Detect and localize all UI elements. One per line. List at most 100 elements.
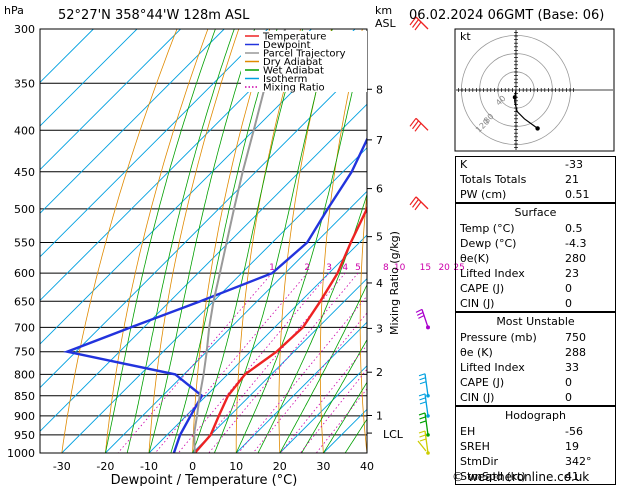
mixing-ratio-line — [238, 295, 367, 453]
row-value: 0.51 — [565, 188, 590, 201]
isotherm-line — [40, 103, 367, 432]
row-label: Lifted Index — [460, 361, 525, 374]
isotherm-line — [279, 365, 367, 453]
dry-adiabat-line — [148, 29, 240, 453]
series-parcel-trajectory — [193, 29, 287, 453]
row-value: 0 — [565, 282, 572, 295]
table-row: Lifted Index 33 — [456, 360, 615, 375]
wind-barb — [418, 393, 430, 418]
pressure-tick-label: 750 — [14, 346, 35, 359]
wind-barb — [409, 196, 429, 211]
row-value: 288 — [565, 346, 586, 359]
row-label: SREH — [460, 440, 490, 453]
pressure-tick-label: 700 — [14, 321, 35, 334]
table-row: CAPE (J) 0 — [456, 375, 615, 390]
indices-panel: K -33 Totals Totals 21 PW (cm) 0.51 Surface T… — [455, 156, 616, 485]
table-row: θe(K) 280 — [456, 251, 615, 266]
isotherm-line — [235, 321, 367, 453]
isotherm-line — [40, 29, 138, 127]
row-value: 342° — [565, 455, 592, 468]
dry-adiabat-line — [235, 29, 301, 453]
km-tick-label: 7 — [376, 134, 383, 147]
row-value: 750 — [565, 331, 586, 344]
wind-barb — [418, 373, 430, 398]
table-row: K -33 — [456, 157, 615, 172]
row-label: PW (cm) — [460, 188, 507, 201]
row-label: CAPE (J) — [460, 376, 505, 389]
row-label: CIN (J) — [460, 297, 495, 310]
hodograph-point — [512, 95, 517, 100]
plot-frame — [39, 28, 368, 454]
km-label: km — [375, 4, 392, 17]
temperature-tick-label: -30 — [53, 460, 71, 473]
table-row: CIN (J) 0 — [456, 296, 615, 311]
pressure-tick-label: 450 — [14, 166, 35, 179]
legend-label: Dry Adiabat — [263, 57, 322, 68]
table-row: Pressure (mb) 750 — [456, 330, 615, 345]
mixing-ratio-label: 2 — [304, 263, 310, 273]
legend-label: Temperature — [262, 32, 326, 43]
pressure-tick-label: 1000 — [7, 447, 35, 460]
km-tick-label: 1 — [376, 410, 383, 423]
isotherm-line — [105, 190, 367, 453]
wet-adiabat-line — [323, 381, 367, 453]
temperature-tick-label: 30 — [316, 460, 330, 473]
wet-adiabat-line — [126, 29, 235, 453]
table-row: θe (K) 288 — [456, 345, 615, 360]
row-value: 0 — [565, 297, 572, 310]
row-label: EH — [460, 425, 476, 438]
row-value: 0 — [565, 376, 572, 389]
mixing-ratio-line — [252, 312, 367, 453]
table-row: SREH 19 — [456, 439, 615, 454]
km-tick-label: 4 — [376, 277, 383, 290]
row-value: 0.5 — [565, 222, 583, 235]
wet-adiabat-line — [192, 29, 304, 453]
legend-background — [241, 31, 367, 92]
dry-adiabat-line — [61, 29, 178, 453]
table-row: StmSpd (kt) 41 — [456, 469, 615, 484]
mixing-ratio-label: 3 — [326, 263, 332, 273]
storm-motion-point — [535, 126, 540, 131]
pressure-tick-label: 950 — [14, 429, 35, 442]
temperature-tick-label: -20 — [96, 460, 114, 473]
series-dewpoint — [62, 136, 367, 453]
pressure-tick-label: 600 — [14, 267, 35, 280]
km-tick-label: 3 — [376, 322, 383, 335]
mixing-ratio-label: 8 — [383, 263, 389, 273]
legend-label: Dewpoint — [263, 40, 311, 51]
row-label: Dewp (°C) — [460, 237, 517, 250]
pressure-tick-label: 300 — [14, 23, 35, 36]
mixing-ratio-line — [154, 272, 308, 453]
isotherm-line — [148, 234, 367, 453]
isotherm-line — [40, 29, 181, 171]
mixing-ratio-label: 20 — [438, 263, 450, 273]
row-label: θe(K) — [460, 252, 490, 265]
temperature-tick-label: 0 — [189, 460, 196, 473]
wind-barb — [418, 412, 430, 437]
wind-barb — [409, 117, 429, 132]
hodograph-table-title: Hodograph — [456, 406, 615, 424]
most-unstable-title: Most Unstable — [456, 312, 615, 330]
row-label: CIN (J) — [460, 391, 495, 404]
location-title: 52°27'N 358°44'W 128m ASL — [58, 8, 250, 23]
row-value: 41 — [565, 470, 579, 483]
row-value: 0 — [565, 391, 572, 404]
dry-adiabat-line — [105, 29, 209, 453]
legend-label: Wet Adiabat — [263, 66, 324, 77]
isotherm-line — [40, 59, 367, 389]
km-tick-label: 8 — [376, 83, 383, 96]
row-value: -56 — [565, 425, 583, 438]
row-label: StmDir — [460, 455, 499, 468]
mixing-ratio-label: 10 — [394, 263, 406, 273]
table-row: StmDir 342° — [456, 454, 615, 469]
mixing-ratio-axis-label: Mixing Ratio (g/kg) — [388, 231, 401, 335]
row-label: Temp (°C) — [460, 222, 515, 235]
table-row: CIN (J) 0 — [456, 390, 615, 405]
pressure-tick-label: 500 — [14, 203, 35, 216]
row-label: Totals Totals — [460, 173, 527, 186]
km-tick-label: 6 — [376, 183, 383, 196]
isotherm-line — [61, 147, 367, 453]
dry-adiabat-line — [319, 29, 363, 453]
